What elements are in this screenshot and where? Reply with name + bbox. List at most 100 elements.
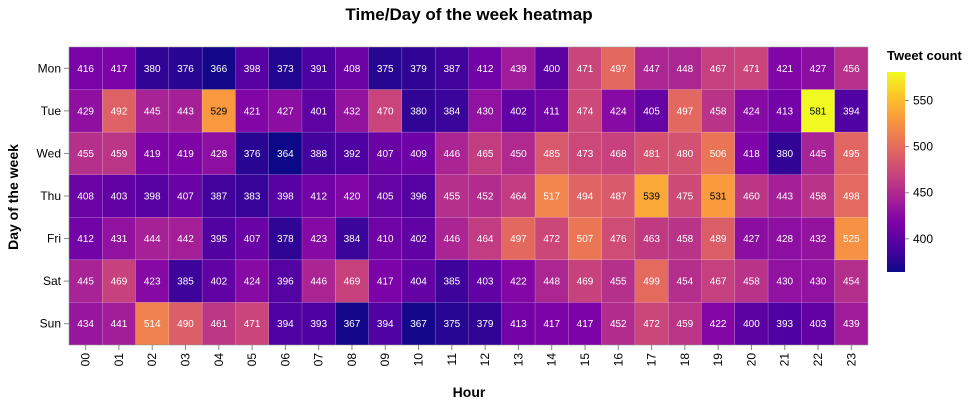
heatmap-cell-label: 459 <box>677 319 694 330</box>
x-tick-label: 03 <box>179 353 193 367</box>
heatmap-cell <box>634 89 669 133</box>
heatmap-cell-label: 498 <box>843 191 860 202</box>
heatmap-cell <box>268 131 303 175</box>
heatmap-cell-label: 458 <box>677 234 694 245</box>
heatmap-cell-label: 469 <box>344 277 361 288</box>
x-tick-label: 11 <box>445 353 459 366</box>
heatmap-cell-label: 391 <box>310 64 327 75</box>
heatmap-cell-label: 430 <box>776 277 793 288</box>
heatmap-cell <box>601 217 636 261</box>
heatmap-cell-label: 470 <box>377 106 394 117</box>
heatmap-cell-label: 393 <box>310 319 327 330</box>
x-tick-label: 12 <box>478 353 492 367</box>
heatmap-cell-label: 400 <box>743 319 760 330</box>
heatmap-cell-label: 492 <box>111 106 128 117</box>
heatmap-cell-label: 427 <box>277 106 294 117</box>
heatmap-cell-label: 417 <box>377 277 394 288</box>
x-tick-label: 00 <box>79 353 93 367</box>
x-tick-label: 23 <box>844 353 858 367</box>
heatmap-cell-label: 424 <box>244 277 261 288</box>
heatmap-cell-label: 407 <box>177 191 194 202</box>
heatmap-cell <box>534 174 569 218</box>
heatmap-cell-label: 471 <box>743 64 760 75</box>
heatmap-cell-label: 394 <box>277 319 294 330</box>
heatmap-cell <box>434 46 469 90</box>
heatmap-cell-label: 384 <box>344 234 361 245</box>
x-tick-label: 01 <box>112 353 126 367</box>
heatmap-cell <box>734 46 769 90</box>
legend-tick-label: 450 <box>913 186 933 200</box>
heatmap-cell-label: 448 <box>543 277 560 288</box>
heatmap-cell <box>235 217 269 261</box>
heatmap-cell-label: 471 <box>244 319 261 330</box>
x-tick-label: 02 <box>145 353 159 367</box>
heatmap-cell-label: 393 <box>776 319 793 330</box>
heatmap-cell-label: 443 <box>776 191 793 202</box>
heatmap-cell <box>634 131 669 175</box>
heatmap-cell-label: 507 <box>577 234 594 245</box>
heatmap-cell <box>801 259 835 303</box>
heatmap-cell-label: 421 <box>776 64 793 75</box>
heatmap-cell <box>501 302 536 346</box>
heatmap-cell <box>68 259 103 303</box>
heatmap-cell <box>168 259 203 303</box>
heatmap-cell <box>135 131 170 175</box>
heatmap-cell-label: 469 <box>111 277 128 288</box>
heatmap-cell-label: 467 <box>710 64 727 75</box>
heatmap-cell-label: 452 <box>477 191 494 202</box>
heatmap-cell-label: 409 <box>410 149 427 160</box>
heatmap-cell <box>201 89 236 133</box>
heatmap-cell <box>135 302 170 346</box>
heatmap-cell <box>568 302 602 346</box>
heatmap-cell <box>401 259 436 303</box>
heatmap-cell <box>734 89 769 133</box>
heatmap-cell-label: 387 <box>210 191 227 202</box>
heatmap-cell <box>701 302 736 346</box>
heatmap-cell-label: 388 <box>310 149 327 160</box>
heatmap-cell <box>801 174 835 218</box>
heatmap-cell-label: 430 <box>810 277 827 288</box>
x-tick-label: 20 <box>744 353 758 367</box>
heatmap-cell-label: 367 <box>410 319 427 330</box>
chart-title: Time/Day of the week heatmap <box>345 5 592 24</box>
heatmap-cell <box>335 259 369 303</box>
heatmap-cell-label: 448 <box>677 64 694 75</box>
heatmap-cell <box>68 46 103 90</box>
heatmap-cell <box>434 217 469 261</box>
heatmap-cell <box>235 302 269 346</box>
legend-gradient-bar <box>887 72 905 272</box>
heatmap-cell-label: 419 <box>144 149 161 160</box>
heatmap-cell <box>235 131 269 175</box>
heatmap-cell-label: 446 <box>310 277 327 288</box>
heatmap-cell-label: 424 <box>743 106 760 117</box>
heatmap-cell-label: 402 <box>210 277 227 288</box>
heatmap-cell <box>767 89 802 133</box>
heatmap-cell-label: 427 <box>810 64 827 75</box>
heatmap-cell-label: 384 <box>443 106 460 117</box>
x-tick-label: 21 <box>778 353 792 367</box>
heatmap-cell <box>168 89 203 133</box>
y-tick-label: Thu <box>40 189 61 203</box>
heatmap-cell <box>534 89 569 133</box>
heatmap-cell-label: 405 <box>643 106 660 117</box>
heatmap-cell-label: 410 <box>377 234 394 245</box>
heatmap-cell <box>368 259 403 303</box>
heatmap-cell-label: 455 <box>443 191 460 202</box>
heatmap-cell <box>135 174 170 218</box>
heatmap-cell-label: 467 <box>710 277 727 288</box>
heatmap-cell-label: 428 <box>210 149 227 160</box>
heatmap-cell-label: 581 <box>810 106 827 117</box>
heatmap-cell-label: 472 <box>643 319 660 330</box>
heatmap-cell-label: 364 <box>277 149 294 160</box>
heatmap-cell <box>801 46 835 90</box>
heatmap-cell <box>767 259 802 303</box>
heatmap-cell <box>368 131 403 175</box>
heatmap-cell <box>135 89 170 133</box>
heatmap-cell-label: 469 <box>577 277 594 288</box>
heatmap-cell-label: 402 <box>510 106 527 117</box>
heatmap-cell-label: 494 <box>577 191 594 202</box>
heatmap-cell <box>568 89 602 133</box>
heatmap-cell <box>568 259 602 303</box>
heatmap-cell <box>434 131 469 175</box>
heatmap-cell-label: 468 <box>610 149 627 160</box>
